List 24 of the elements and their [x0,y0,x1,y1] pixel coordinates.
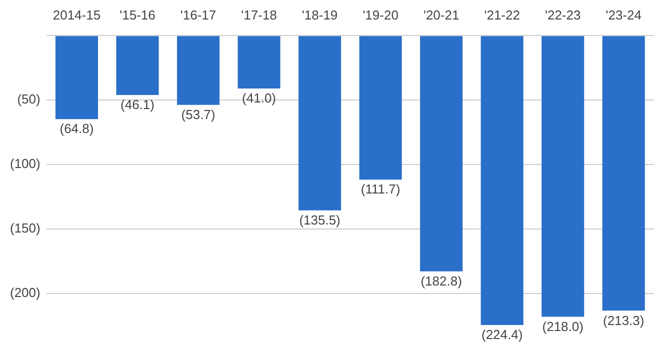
data-label: (213.3) [603,312,644,328]
data-label: (224.4) [481,327,523,342]
y-tick-label: (150) [10,220,40,236]
data-label: (182.8) [420,273,462,288]
x-tick-label: '18-19 [302,7,338,22]
x-tick-label: '15-16 [120,7,156,22]
x-tick-label: '23-24 [606,7,642,22]
data-label: (41.0) [242,90,276,106]
x-tick-label: '19-20 [362,7,398,22]
x-tick-label: '17-18 [241,7,277,22]
y-tick-label: (200) [10,285,40,300]
y-tick-label: (100) [10,156,40,172]
data-label: (218.0) [542,318,584,334]
x-tick-label: 2014-15 [52,7,101,22]
x-tick-label: '22-23 [544,7,581,22]
x-tick-label: '16-17 [180,7,216,22]
data-label: (135.5) [299,212,340,228]
data-label: (111.7) [360,182,400,197]
x-tick-label: '21-22 [484,7,520,22]
y-tick-label: (50) [17,92,40,107]
x-tick-label: '20-21 [423,7,460,22]
data-label: (46.1) [120,97,154,112]
data-label: (53.7) [181,106,216,122]
data-label: (64.8) [60,121,94,136]
